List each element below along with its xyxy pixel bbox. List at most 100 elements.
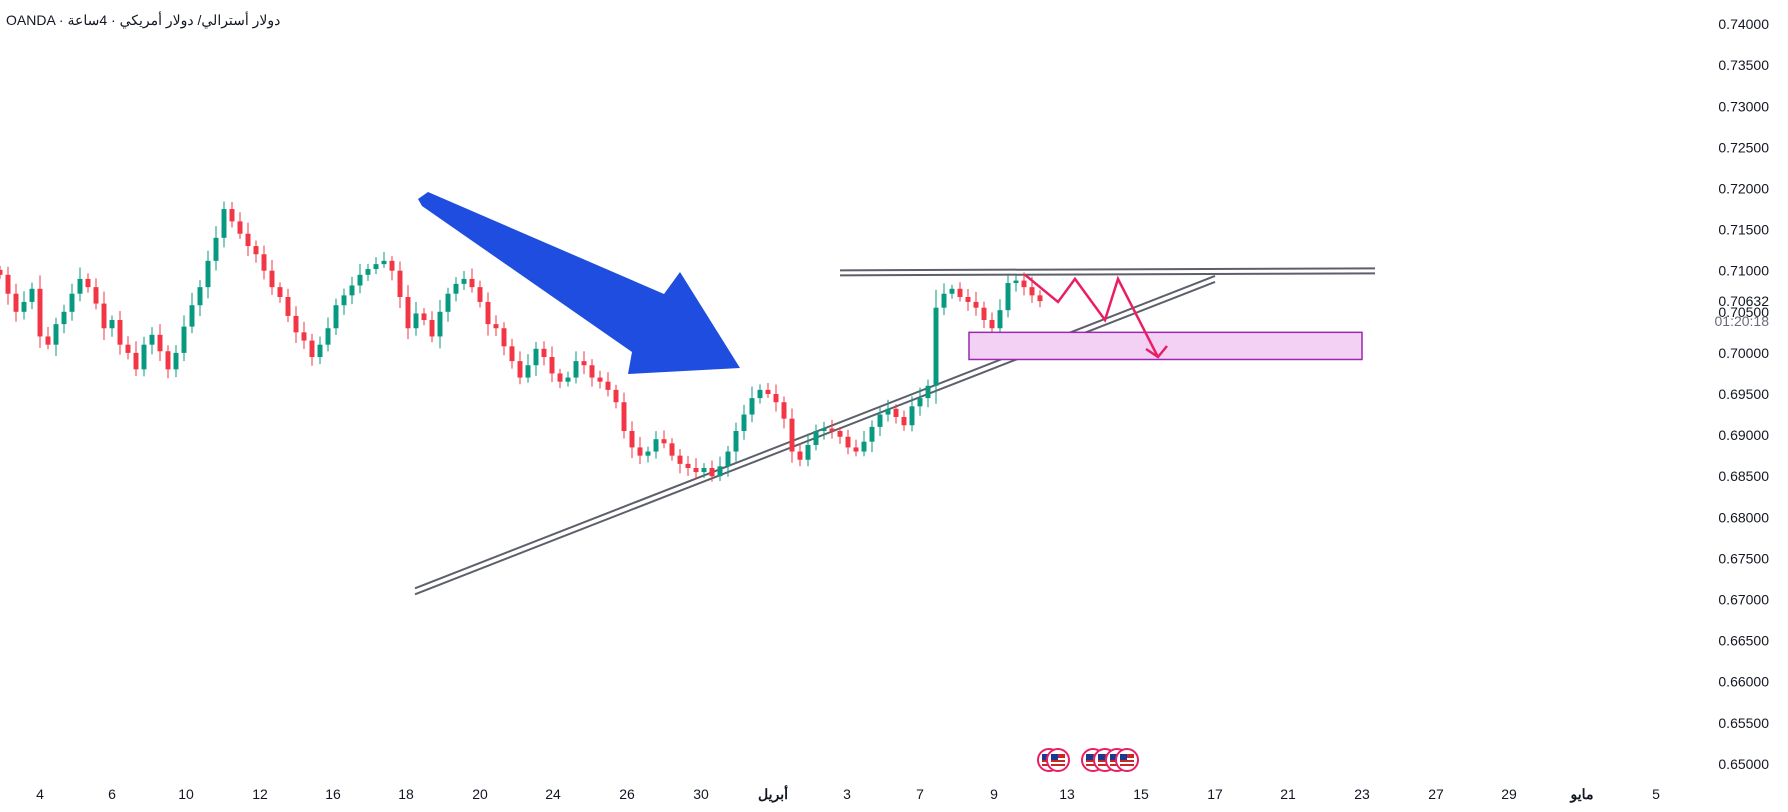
x-tick-label: أبريل (758, 784, 788, 803)
candle (365, 263, 371, 281)
candle (349, 276, 355, 305)
y-tick-label: 0.66000 (1718, 674, 1769, 690)
candle-body (165, 351, 171, 370)
candle (989, 312, 995, 335)
candle-body (1029, 287, 1035, 296)
candle (181, 315, 187, 362)
price-axis[interactable]: 0.74000 0.73500 0.73000 0.72500 0.72000 0.715… (1715, 16, 1770, 772)
candle-body (557, 373, 563, 382)
x-tick-label: 24 (545, 786, 561, 802)
candle (661, 430, 667, 449)
candle-body (773, 394, 779, 403)
candle-body (317, 344, 323, 358)
candle-body (301, 332, 307, 341)
candle (221, 201, 227, 248)
x-tick-label: 23 (1354, 786, 1370, 802)
candle-body (501, 328, 507, 347)
candle (917, 387, 923, 416)
chart-title: OANDA · دولار أسترالي/ دولار أمريكي · 4س… (6, 12, 281, 28)
candle (717, 456, 723, 481)
y-tick-label: 0.65000 (1718, 756, 1769, 772)
x-tick-label: 4 (36, 786, 44, 802)
candle-body (1013, 280, 1019, 284)
y-tick-label: 0.67500 (1718, 550, 1769, 566)
candle (501, 322, 507, 356)
x-tick-label: 16 (325, 786, 341, 802)
candle-body (389, 260, 395, 271)
us-flag-icon[interactable] (1115, 748, 1139, 772)
resistance-line[interactable] (839, 267, 1376, 277)
candle-body (565, 377, 571, 382)
y-tick-label: 0.72500 (1718, 139, 1769, 155)
candle (5, 266, 11, 305)
y-tick-label: 0.73000 (1718, 98, 1769, 114)
candle-body (765, 389, 771, 394)
candle-body (213, 237, 219, 261)
candle (29, 282, 35, 310)
candle (869, 420, 875, 453)
candle-body (117, 320, 123, 345)
candle-body (909, 406, 915, 426)
y-tick-label: 0.67000 (1718, 591, 1769, 607)
candle (293, 306, 299, 344)
candle (37, 275, 43, 348)
projected-path[interactable] (1024, 273, 1160, 358)
us-flag-icon[interactable] (1046, 748, 1070, 772)
candle-body (933, 307, 939, 386)
y-tick-label: 0.73500 (1718, 57, 1769, 73)
candle (373, 257, 379, 275)
candle-body (861, 441, 867, 452)
x-tick-label: 29 (1501, 786, 1517, 802)
candle (285, 288, 291, 323)
candle-body (397, 270, 403, 298)
candle-body (821, 428, 827, 431)
time-axis[interactable]: 4 6 10 12 16 18 20 24 26 30 أبريل 3 7 9 13 15 17 21 23 27 29… (36, 784, 1660, 803)
candle-body (365, 269, 371, 275)
candle-body (421, 313, 427, 321)
candle-body (589, 365, 595, 378)
candle-body (797, 451, 803, 460)
candle-body (429, 320, 435, 337)
candle (813, 424, 819, 451)
candle-body (157, 334, 163, 352)
candle (405, 285, 411, 340)
candle-body (205, 260, 211, 288)
y-tick-label: 0.70500 (1718, 304, 1769, 320)
candle (701, 463, 707, 478)
candle-body (37, 288, 43, 337)
candle (13, 283, 19, 322)
candle-body (125, 344, 131, 353)
candles-layer (0, 201, 1043, 482)
candle (157, 324, 163, 361)
candle-body (149, 334, 155, 345)
candle-body (253, 246, 259, 255)
candle (605, 372, 611, 397)
candle-body (1037, 295, 1043, 302)
candle-body (461, 278, 467, 284)
candle-body (173, 352, 179, 370)
candle (677, 449, 683, 474)
candle (757, 384, 763, 404)
candle-body (573, 361, 579, 378)
candle-body (973, 301, 979, 308)
candle-body (349, 285, 355, 296)
candle (621, 392, 627, 439)
x-tick-label: 5 (1652, 786, 1660, 802)
candle (141, 336, 147, 377)
candle-body (741, 414, 747, 431)
candle-body (181, 326, 187, 353)
candle-body (965, 297, 971, 302)
candle (725, 446, 731, 477)
candle-body (581, 361, 587, 366)
x-tick-label: 12 (252, 786, 268, 802)
candle (493, 315, 499, 337)
candle-body (677, 455, 683, 464)
candle-body (941, 293, 947, 308)
y-tick-label: 0.69500 (1718, 386, 1769, 402)
candle-body (885, 408, 891, 415)
x-tick-label: 3 (843, 786, 851, 802)
candle (429, 311, 435, 343)
downtrend-arrow[interactable] (418, 192, 740, 374)
candle (445, 287, 451, 322)
